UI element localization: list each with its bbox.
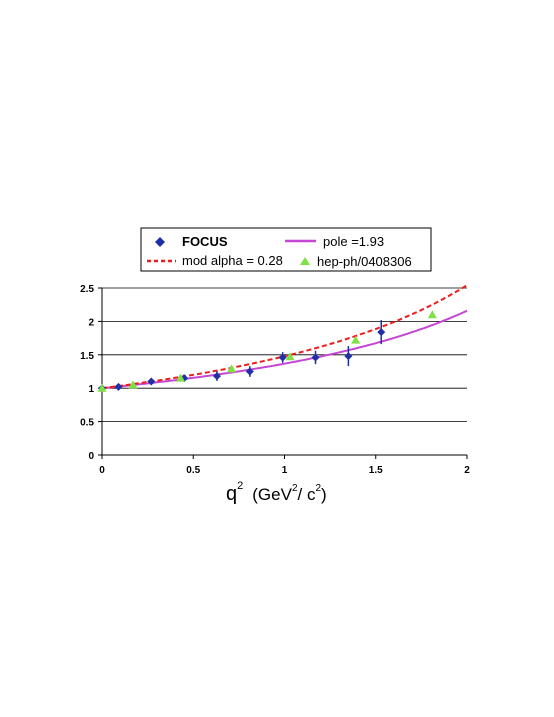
legend-box xyxy=(140,227,432,272)
focus-point xyxy=(311,353,320,362)
x-tick-labels: 0 0.5 1 1.5 2 xyxy=(99,465,470,476)
hepph-point xyxy=(128,380,138,389)
focus-point xyxy=(212,372,221,381)
legend-focus-label: FOCUS xyxy=(182,234,228,249)
legend-hepph-marker xyxy=(300,257,310,265)
fit-curves xyxy=(101,284,468,390)
mod-alpha-fit-line xyxy=(101,284,468,390)
x-tick-label: 2 xyxy=(464,465,470,476)
y-tick-label: 1 xyxy=(88,384,94,395)
legend-hepph-label: hep-ph/0408306 xyxy=(317,254,412,269)
axes xyxy=(98,287,468,459)
hepph-point xyxy=(175,373,185,382)
focus-point xyxy=(147,377,156,386)
focus-point xyxy=(245,367,254,376)
x-tick-label: 1.5 xyxy=(369,465,383,476)
hepph-points xyxy=(97,310,437,392)
focus-points xyxy=(98,320,386,393)
x-tick-label: 0 xyxy=(99,465,105,476)
y-tick-label: 0 xyxy=(88,451,94,462)
hepph-point xyxy=(227,364,237,373)
focus-point xyxy=(278,353,287,362)
legend-focus-marker xyxy=(155,237,165,247)
y-tick-label: 0.5 xyxy=(80,418,94,429)
hepph-point xyxy=(351,335,361,344)
legend-modalpha-label: mod alpha = 0.28 xyxy=(182,253,283,268)
y-tick-label: 1.5 xyxy=(80,351,94,362)
x-tick-label: 1 xyxy=(282,465,288,476)
pole-fit-line xyxy=(101,309,468,390)
y-tick-labels: 0 0.5 1 1.5 2 2.5 xyxy=(80,284,94,462)
hepph-point xyxy=(285,352,295,361)
legend-pole-label: pole =1.93 xyxy=(323,234,384,249)
hepph-point xyxy=(97,383,107,392)
x-tick-label: 0.5 xyxy=(186,465,200,476)
y-tick-label: 2.5 xyxy=(80,284,94,295)
x-axis-label: q2 (GeV2/ c2) xyxy=(226,480,327,505)
grid-lines xyxy=(102,287,467,423)
focus-point xyxy=(377,328,386,337)
hepph-point xyxy=(427,310,437,319)
y-tick-label: 2 xyxy=(88,317,94,328)
focus-point xyxy=(344,352,353,361)
focus-point xyxy=(114,382,123,391)
